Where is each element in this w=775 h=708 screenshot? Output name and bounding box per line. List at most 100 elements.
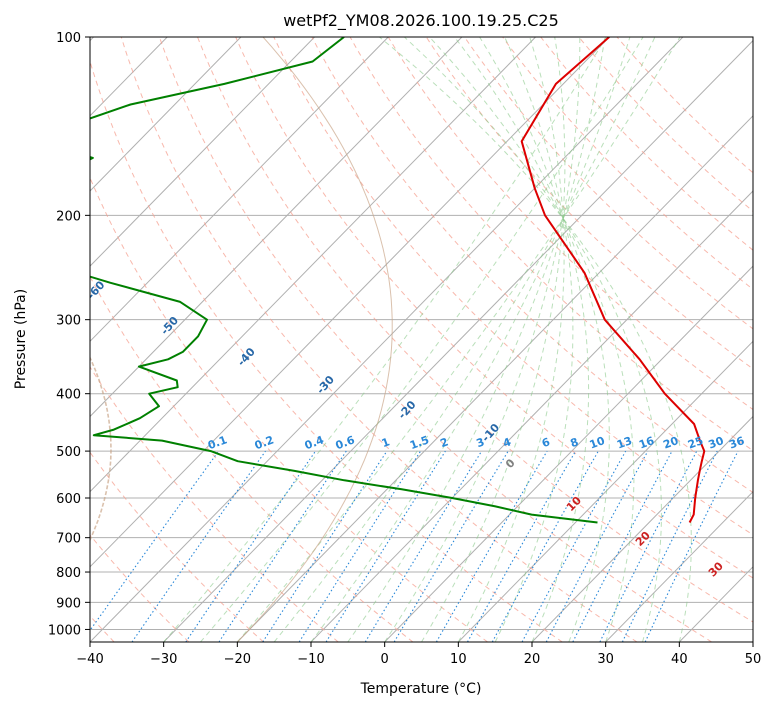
moist-adiabat-line xyxy=(163,37,607,642)
temperature-profile-line xyxy=(520,37,706,523)
isotherm-line xyxy=(531,415,753,642)
mixing-ratio-line xyxy=(393,450,509,642)
isotherm-line xyxy=(163,39,753,642)
dry-adiabat-line xyxy=(387,37,753,411)
moist-adiabat-line xyxy=(236,37,681,642)
dry-adiabat-line xyxy=(235,37,753,579)
moist-adiabat-line xyxy=(457,37,565,642)
moist-adiabat-line xyxy=(479,37,590,642)
mixing-ratio-label: 2 xyxy=(438,435,450,450)
chart-title: wetPf2_YM08.2026.100.19.25.C25 xyxy=(283,11,559,31)
isotherm-line xyxy=(90,37,463,418)
mixing-ratio-line xyxy=(621,450,718,642)
x-tick-label: 0 xyxy=(381,652,389,667)
dry-adiabats xyxy=(90,37,753,642)
mixing-ratio-label: 4 xyxy=(501,435,513,450)
mixing-ratio-line xyxy=(185,450,316,642)
mixing-ratio-line xyxy=(467,450,577,642)
mixing-ratio-label: 13 xyxy=(615,434,634,451)
isotherm-line xyxy=(90,37,684,642)
mixing-ratio-line xyxy=(325,450,446,642)
isotherm-line xyxy=(90,37,536,493)
plot-area: 0.10.20.40.611.52346810131620253036-100-… xyxy=(90,37,753,642)
mixing-ratio-label: 0.2 xyxy=(253,433,276,452)
mixing-ratio-label: 8 xyxy=(569,435,581,450)
y-tick-label: 500 xyxy=(56,445,81,460)
y-tick-label: 100 xyxy=(56,31,81,46)
curved-reference-lines xyxy=(90,37,393,642)
mixing-ratio-label: 25 xyxy=(686,434,705,451)
mixing-ratio-label: 36 xyxy=(727,434,746,452)
y-tick-label: 800 xyxy=(56,566,81,581)
mixing-ratio-label: 0.6 xyxy=(334,433,357,452)
dry-adiabat-line xyxy=(349,37,753,452)
isotherm-line xyxy=(457,340,753,642)
isotherm-line xyxy=(90,37,242,192)
reference-curve xyxy=(236,37,393,642)
y-tick-label: 400 xyxy=(56,388,81,403)
mixing-ratio-label: 6 xyxy=(540,435,552,450)
y-tick-label: 300 xyxy=(56,314,81,329)
isotherm-line xyxy=(605,490,753,642)
mixing-ratio-line xyxy=(644,450,739,642)
mixing-ratio-line xyxy=(491,450,599,642)
y-axis-label: Pressure (hPa) xyxy=(13,289,29,389)
dewpoint-profile-line xyxy=(90,37,598,524)
skewed-isotherms xyxy=(90,37,753,642)
dry-adiabat-line xyxy=(158,37,712,642)
pressure-gridlines xyxy=(90,37,753,630)
mixing-ratio-line xyxy=(364,450,483,642)
plot-frame xyxy=(89,36,754,643)
moist-adiabats xyxy=(163,37,692,642)
y-tick-label: 600 xyxy=(56,492,81,507)
x-tick-label: −10 xyxy=(297,652,324,667)
mixing-ratio-label: 0.1 xyxy=(206,433,229,452)
mixing-ratio-label: 3 xyxy=(475,435,487,450)
x-tick-label: −30 xyxy=(150,652,177,667)
moist-adiabat-line xyxy=(200,37,644,642)
mixing-ratio-label: 0.4 xyxy=(303,433,326,452)
mixing-ratio-line xyxy=(521,450,627,642)
moist-adiabat-line xyxy=(273,37,656,642)
mixing-ratio-label: 30 xyxy=(707,434,726,452)
x-tick-label: 20 xyxy=(524,652,541,667)
isotherm-line xyxy=(236,115,753,642)
moist-adiabat-line xyxy=(421,37,566,642)
x-axis-label: Temperature (°C) xyxy=(360,681,482,697)
mixing-ratio-line xyxy=(298,450,422,642)
mixing-ratio-line xyxy=(435,450,548,642)
dry-adiabat-line xyxy=(90,534,190,642)
isotherm-line xyxy=(90,37,389,343)
moist-adiabat-line xyxy=(347,37,606,642)
moist-adiabat-line xyxy=(494,37,574,642)
y-tick-label: 1000 xyxy=(48,623,81,638)
x-tick-label: −40 xyxy=(76,652,103,667)
x-tick-label: −20 xyxy=(224,652,251,667)
mixing-ratio-label: 1.5 xyxy=(408,433,431,452)
mixing-ratio-lines xyxy=(90,450,739,642)
moist-adiabat-line xyxy=(404,37,662,642)
moist-adiabat-line xyxy=(384,37,581,642)
moist-adiabat-line xyxy=(379,37,692,642)
x-tick-label: 30 xyxy=(597,652,614,667)
dry-adiabat-line xyxy=(273,37,753,536)
y-tick-label: 900 xyxy=(56,596,81,611)
mixing-ratio-line xyxy=(131,450,266,642)
dry-adiabat-line xyxy=(90,176,488,642)
mixing-ratio-label: 10 xyxy=(588,434,607,452)
mixing-ratio-label: 1 xyxy=(380,435,392,450)
dry-adiabat-line xyxy=(90,275,414,642)
x-tick-label: 50 xyxy=(745,652,762,667)
sounding-series xyxy=(90,37,706,524)
isotherm-line xyxy=(384,265,753,642)
dry-adiabat-line xyxy=(311,37,753,494)
isotherm-line xyxy=(90,37,610,568)
isotherm-line xyxy=(90,37,315,267)
y-tick-label: 700 xyxy=(56,532,81,547)
moist-adiabat-line xyxy=(429,37,635,642)
x-axis-ticks: −40 −30 −20 −10 0 10 20 30 40 50 xyxy=(76,642,761,667)
y-tick-label: 200 xyxy=(56,209,81,224)
y-axis-ticks: 100 200 300 400 500 600 700 800 900 1000 xyxy=(48,31,90,638)
